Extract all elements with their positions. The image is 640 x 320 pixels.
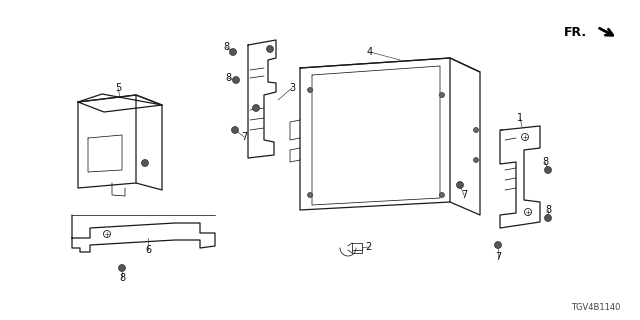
Text: 8: 8	[545, 205, 551, 215]
Text: 6: 6	[145, 245, 151, 255]
Text: 7: 7	[461, 190, 467, 200]
Circle shape	[474, 127, 479, 132]
Text: 8: 8	[542, 157, 548, 167]
Text: FR.: FR.	[564, 26, 587, 38]
Text: 8: 8	[119, 273, 125, 283]
Circle shape	[232, 76, 239, 84]
Circle shape	[545, 166, 552, 173]
Circle shape	[440, 193, 445, 197]
Circle shape	[307, 193, 312, 197]
Text: TGV4B1140: TGV4B1140	[571, 303, 620, 313]
Circle shape	[307, 87, 312, 92]
Text: 4: 4	[367, 47, 373, 57]
Circle shape	[495, 242, 502, 249]
Text: 7: 7	[495, 252, 501, 262]
Text: 1: 1	[517, 113, 523, 123]
Circle shape	[456, 181, 463, 188]
Text: 8: 8	[225, 73, 231, 83]
Circle shape	[545, 214, 552, 221]
Text: 7: 7	[241, 132, 247, 142]
Circle shape	[118, 265, 125, 271]
Text: 8: 8	[223, 42, 229, 52]
Circle shape	[141, 159, 148, 166]
Text: 3: 3	[289, 83, 295, 93]
Text: 2: 2	[365, 242, 371, 252]
Circle shape	[474, 157, 479, 163]
Text: 5: 5	[115, 83, 121, 93]
Circle shape	[440, 92, 445, 98]
Circle shape	[232, 126, 239, 133]
Circle shape	[230, 49, 237, 55]
Circle shape	[266, 45, 273, 52]
Circle shape	[253, 105, 259, 111]
